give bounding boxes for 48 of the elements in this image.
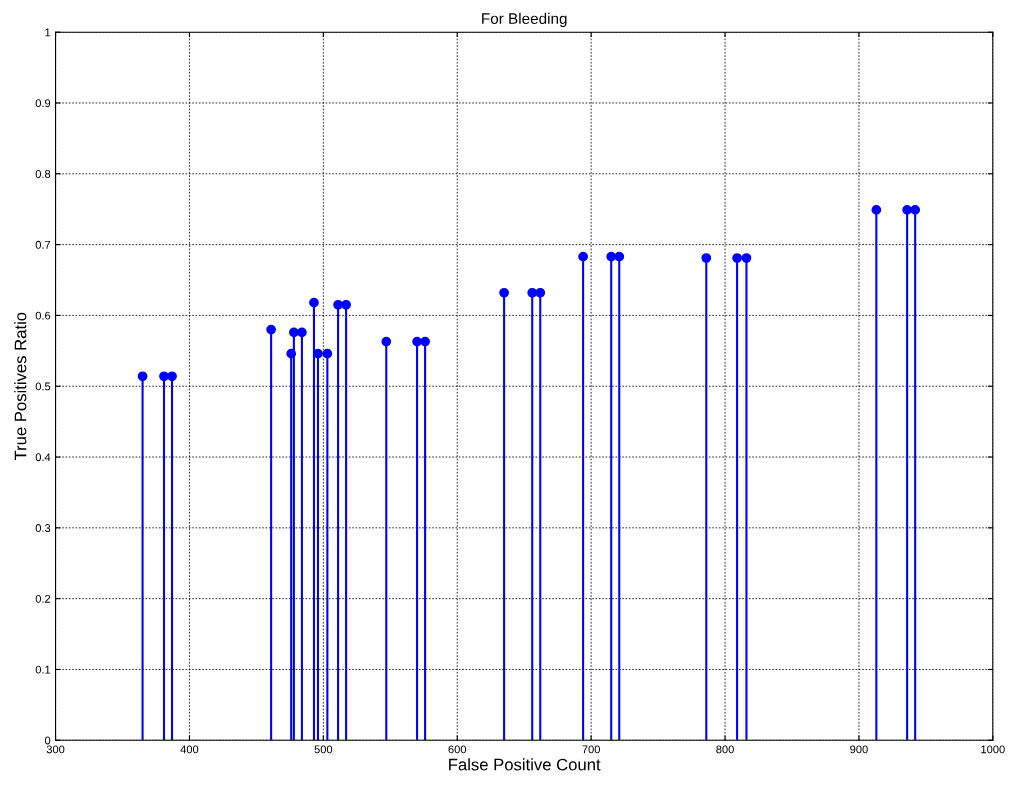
x-tick-label: 500 bbox=[314, 745, 333, 754]
point bbox=[381, 336, 392, 347]
point bbox=[341, 299, 351, 310]
point bbox=[902, 205, 912, 215]
point bbox=[159, 371, 169, 382]
point bbox=[412, 336, 422, 347]
point bbox=[614, 251, 625, 262]
x-tick-label: 800 bbox=[716, 745, 734, 754]
point bbox=[286, 348, 297, 359]
y-tick-label: 0.9 bbox=[35, 99, 51, 108]
point bbox=[499, 287, 509, 298]
x-axis-title: False Positive Count bbox=[449, 758, 601, 771]
point bbox=[732, 253, 742, 263]
point bbox=[701, 253, 712, 263]
y-tick-label: 0 bbox=[44, 736, 51, 745]
point bbox=[309, 297, 319, 308]
point bbox=[910, 205, 921, 215]
point bbox=[297, 327, 307, 338]
point bbox=[420, 336, 430, 347]
y-tick-label: 1 bbox=[45, 28, 51, 37]
chart-title: For Bleeding bbox=[482, 12, 567, 28]
y-tick-label: 0.2 bbox=[35, 594, 51, 603]
y-axis-title: True Positives Ratio bbox=[14, 312, 27, 461]
y-tick-label: 0.1 bbox=[35, 665, 51, 674]
x-tick-label: 400 bbox=[180, 745, 199, 754]
point bbox=[527, 287, 538, 298]
point bbox=[322, 348, 333, 359]
point bbox=[333, 299, 343, 310]
point bbox=[871, 205, 882, 215]
y-tick-label: 0.3 bbox=[35, 524, 51, 532]
point bbox=[137, 371, 148, 382]
point bbox=[741, 253, 752, 263]
x-tick-label: 300 bbox=[46, 745, 65, 754]
x-tick-label: 700 bbox=[582, 745, 600, 754]
point bbox=[606, 251, 617, 262]
x-tick-label: 600 bbox=[448, 745, 467, 754]
y-tick-label: 0.5 bbox=[35, 382, 51, 391]
y-tick-label: 0.4 bbox=[35, 453, 51, 462]
point bbox=[289, 327, 299, 338]
point bbox=[578, 251, 588, 262]
point bbox=[266, 324, 276, 335]
y-tick-label: 0.7 bbox=[35, 240, 51, 249]
y-tick-label: 0.8 bbox=[35, 170, 51, 178]
point bbox=[167, 371, 177, 382]
y-tick-label: 0.6 bbox=[35, 311, 51, 320]
x-tick-label: 1000 bbox=[981, 745, 1005, 754]
point bbox=[535, 287, 546, 298]
x-tick-label: 900 bbox=[850, 745, 868, 754]
